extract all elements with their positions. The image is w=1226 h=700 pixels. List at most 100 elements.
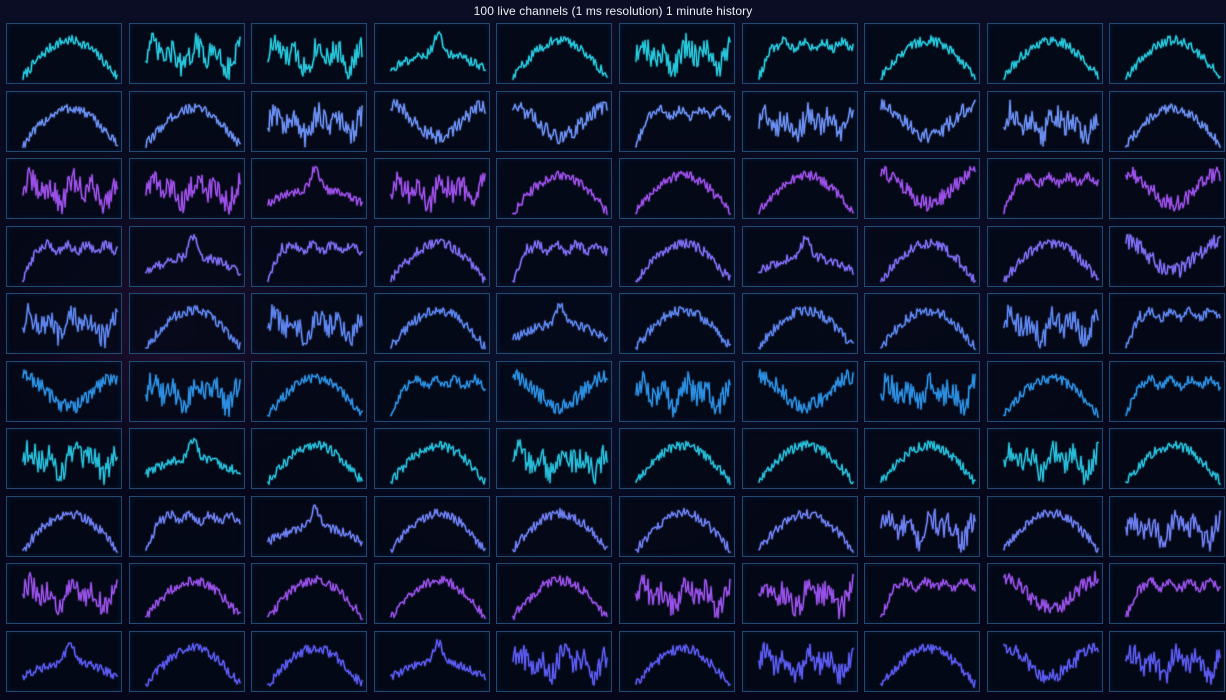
channel-trace-glow — [511, 574, 609, 621]
channel-trace-line — [757, 440, 854, 485]
channel-panel — [496, 225, 613, 287]
channel-trace-plot — [21, 508, 119, 554]
channel-trace-line — [1125, 166, 1222, 212]
channel-trace-line — [512, 575, 609, 620]
channel-panel — [128, 428, 245, 489]
channel-trace-plot — [1002, 372, 1100, 419]
channel-panel — [6, 563, 122, 624]
channel-panel — [1109, 293, 1226, 354]
channel-panel — [864, 158, 981, 219]
channel-trace-line — [880, 643, 976, 688]
channel-trace-plot — [266, 33, 364, 81]
channel-panel — [619, 630, 735, 692]
channel-trace-line — [22, 167, 118, 214]
channel-trace-line — [267, 504, 363, 546]
channel-panel — [373, 428, 490, 489]
channel-panel — [986, 563, 1103, 624]
channel-trace-line — [757, 574, 854, 620]
channel-trace-plot — [266, 439, 364, 486]
channel-trace-line — [144, 642, 241, 687]
channel-panel — [619, 23, 735, 84]
channel-trace-line — [267, 240, 363, 282]
channel-trace-line — [22, 369, 118, 413]
channel-trace-plot — [511, 238, 609, 283]
channel-trace-plot — [1002, 507, 1100, 554]
channel-panel — [6, 23, 122, 84]
channel-trace-plot — [511, 368, 609, 415]
channel-trace-line — [144, 103, 241, 148]
channel-trace-line — [1125, 35, 1222, 80]
channel-trace-plot — [511, 35, 609, 81]
channel-trace-plot — [1124, 102, 1222, 149]
channel-trace-plot — [21, 238, 119, 283]
channel-trace-line — [1125, 102, 1222, 148]
channel-trace-line — [390, 31, 486, 72]
channel-panel — [741, 90, 858, 152]
channel-panel — [251, 23, 368, 84]
channel-trace-line — [22, 303, 118, 348]
channel-trace-line — [267, 101, 363, 147]
channel-panel — [864, 360, 981, 422]
channel-trace-line — [390, 171, 486, 213]
channel-panel — [741, 630, 858, 692]
channel-trace-plot — [1002, 171, 1100, 215]
channel-panel — [251, 90, 368, 152]
channel-trace-glow — [21, 641, 119, 681]
channel-trace-line — [635, 170, 731, 215]
channel-trace-line — [757, 235, 854, 275]
channel-panel — [986, 225, 1103, 287]
channel-trace-glow — [143, 437, 242, 479]
channel-trace-plot — [879, 507, 977, 553]
channel-trace-glow — [1002, 570, 1100, 615]
channel-trace-plot — [634, 642, 732, 687]
channel-panel — [986, 23, 1103, 84]
channel-trace-line — [512, 101, 609, 144]
channel-panel — [251, 293, 368, 354]
channel-trace-line — [267, 440, 363, 485]
channel-panel — [741, 563, 858, 624]
channel-trace-line — [757, 170, 854, 215]
channel-panel — [864, 23, 981, 84]
channel-panel — [864, 90, 981, 152]
channel-trace-plot — [756, 305, 855, 351]
channel-trace-glow — [634, 440, 732, 486]
channel-panel — [251, 428, 368, 489]
channel-trace-plot — [266, 239, 364, 283]
channel-trace-line — [22, 35, 118, 80]
channel-trace-plot — [756, 169, 855, 216]
channel-trace-plot — [879, 439, 977, 486]
channel-trace-line — [144, 305, 241, 350]
channel-panel — [741, 495, 858, 557]
channel-trace-plot — [879, 237, 977, 284]
channel-trace-plot — [634, 305, 732, 351]
channel-trace-line — [22, 103, 118, 148]
channel-trace-line — [512, 439, 609, 485]
channel-panel — [864, 225, 981, 287]
channel-panel — [251, 225, 368, 287]
channel-trace-plot — [266, 372, 364, 418]
channel-panel — [986, 630, 1103, 692]
channel-panel — [373, 293, 490, 354]
channel-panel — [128, 293, 245, 354]
channel-panel — [373, 495, 490, 557]
channel-trace-line — [1003, 373, 1099, 418]
channel-panel — [1109, 563, 1226, 624]
channel-trace-line — [390, 441, 486, 485]
channel-trace-plot — [1124, 232, 1222, 279]
channel-panel — [6, 225, 122, 287]
channel-panel — [741, 293, 858, 354]
channel-trace-plot — [511, 302, 609, 343]
channel-trace-line — [635, 507, 731, 553]
channel-trace-line — [512, 303, 609, 342]
channel-trace-line — [512, 170, 609, 215]
channel-panel — [373, 630, 490, 692]
channel-trace-plot — [143, 232, 242, 277]
channel-trace-line — [144, 576, 241, 618]
channel-trace-plot — [389, 97, 487, 145]
channel-panel — [1109, 158, 1226, 219]
channel-trace-plot — [1124, 34, 1222, 81]
channel-panel — [741, 158, 858, 219]
channel-panel — [128, 23, 245, 84]
channel-trace-line — [1003, 642, 1099, 683]
channel-panel — [373, 225, 490, 287]
